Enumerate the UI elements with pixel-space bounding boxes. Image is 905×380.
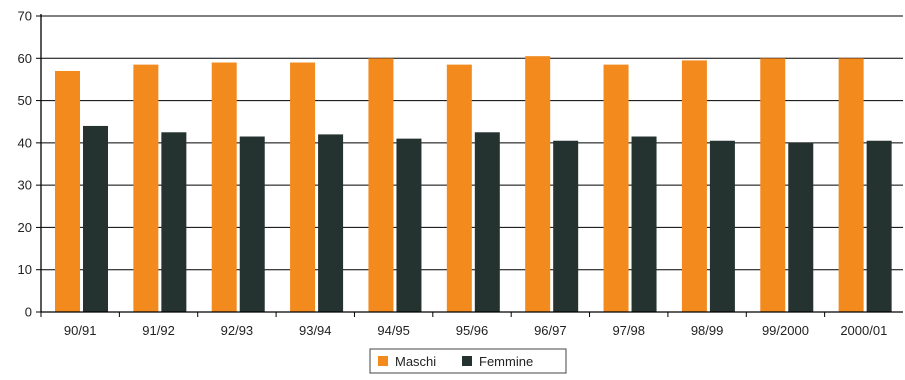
bar-maschi-95-96 — [446, 64, 472, 312]
bar-femmine-2000-01 — [866, 140, 892, 312]
x-tick-label: 97/98 — [612, 323, 645, 338]
y-tick-label: 50 — [18, 93, 32, 108]
bars — [55, 56, 892, 313]
bar-femmine-94-95 — [396, 138, 422, 312]
bar-femmine-91-92 — [161, 132, 187, 312]
bar-maschi-98-99 — [681, 60, 707, 313]
x-tick-label: 98/99 — [691, 323, 724, 338]
bar-femmine-95-96 — [474, 132, 500, 312]
x-tick-label: 92/93 — [221, 323, 254, 338]
y-tick-label: 70 — [18, 9, 32, 24]
tick-labels: 0 10 20 30 40 50 60 70 90/91 91/92 92/93 93/94 94/95… — [18, 9, 888, 339]
bar-maschi-91-92 — [133, 64, 159, 312]
x-tick-label: 91/92 — [142, 323, 175, 338]
x-tick-label: 99/2000 — [762, 323, 809, 338]
bar-femmine-98-99 — [709, 140, 735, 312]
y-tick-label: 30 — [18, 178, 32, 193]
y-tick-label: 40 — [18, 135, 32, 150]
bar-maschi-93-94 — [290, 62, 316, 313]
bar-maschi-96-97 — [525, 56, 551, 312]
y-tick-label: 20 — [18, 220, 32, 235]
legend: Maschi Femmine — [369, 348, 567, 374]
bar-maschi-99-2000 — [760, 58, 786, 313]
bar-femmine-92-93 — [239, 136, 265, 312]
axes — [36, 14, 903, 317]
bar-femmine-97-98 — [631, 136, 657, 312]
x-tick-label: 2000/01 — [840, 323, 887, 338]
x-tick-label: 93/94 — [299, 323, 332, 338]
x-tick-label: 96/97 — [534, 323, 567, 338]
y-tick-label: 60 — [18, 51, 32, 66]
bar-maschi-92-93 — [211, 62, 237, 313]
bar-femmine-96-97 — [553, 140, 579, 312]
legend-label-maschi: Maschi — [395, 354, 436, 369]
bar-femmine-93-94 — [318, 134, 344, 312]
x-tick-label: 94/95 — [377, 323, 410, 338]
legend-label-femmine: Femmine — [479, 354, 533, 369]
bar-maschi-2000-01 — [838, 58, 864, 313]
y-tick-label: 0 — [25, 305, 32, 320]
bar-femmine-99-2000 — [788, 142, 814, 312]
bar-maschi-97-98 — [603, 64, 629, 312]
bar-maschi-94-95 — [368, 58, 394, 313]
x-tick-label: 90/91 — [64, 323, 97, 338]
x-tick-label: 95/96 — [456, 323, 489, 338]
bar-femmine-90-91 — [83, 125, 108, 312]
legend-swatch-femmine — [462, 356, 472, 366]
legend-swatch-maschi — [378, 356, 388, 366]
bar-maschi-90-91 — [55, 70, 80, 312]
y-tick-label: 10 — [18, 262, 32, 277]
